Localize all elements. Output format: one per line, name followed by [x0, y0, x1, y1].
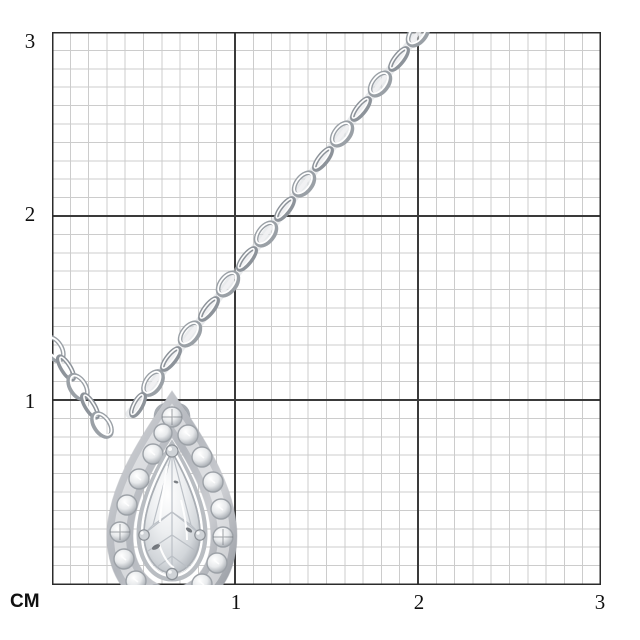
- measurement-grid: [52, 32, 601, 585]
- x-axis-tick-3: 3: [594, 590, 606, 614]
- unit-label-cm: CM: [10, 591, 40, 612]
- y-axis-tick-3: 3: [24, 29, 36, 53]
- x-axis-tick-1: 1: [230, 590, 242, 614]
- x-axis-tick-2: 2: [413, 590, 425, 614]
- y-axis-tick-2: 2: [24, 202, 36, 226]
- y-axis-tick-1: 1: [24, 389, 36, 413]
